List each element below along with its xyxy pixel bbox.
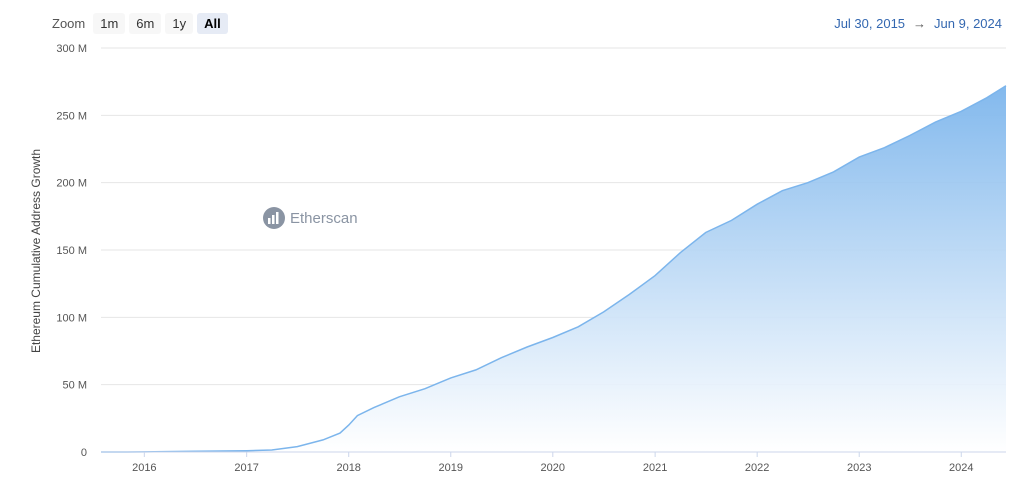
data-point[interactable]: [419, 383, 431, 395]
y-tick-label: 50 M: [63, 380, 87, 392]
y-tick-label: 250 M: [56, 110, 87, 122]
series-area-fill: [101, 85, 1006, 452]
series-line: [100, 85, 1007, 453]
x-tick-label: 2017: [234, 462, 258, 474]
date-range: Jul 30, 2015 → Jun 9, 2024: [834, 16, 1002, 31]
data-point[interactable]: [802, 177, 814, 189]
data-point[interactable]: [368, 402, 380, 414]
data-point[interactable]: [572, 321, 584, 333]
data-point[interactable]: [751, 198, 763, 210]
x-tick-label: 2019: [439, 462, 463, 474]
x-tick-label: 2018: [336, 462, 360, 474]
data-point[interactable]: [351, 410, 363, 422]
data-point[interactable]: [904, 130, 916, 142]
data-point[interactable]: [853, 151, 865, 163]
data-point[interactable]: [930, 116, 942, 128]
zoom-1y-button[interactable]: 1y: [165, 13, 194, 34]
range-to-input[interactable]: Jun 9, 2024: [934, 16, 1002, 31]
zoom-toolbar: Zoom 1m 6m 1y All: [52, 13, 228, 34]
x-tick-label: 2022: [745, 462, 769, 474]
x-tick-label: 2020: [541, 462, 565, 474]
zoom-all-button[interactable]: All: [197, 13, 228, 34]
data-point[interactable]: [343, 419, 355, 431]
zoom-label: Zoom: [52, 16, 86, 31]
data-point[interactable]: [623, 288, 635, 300]
data-point[interactable]: [674, 247, 686, 259]
x-tick-label: 2016: [132, 462, 156, 474]
data-point[interactable]: [470, 364, 482, 376]
data-point[interactable]: [649, 270, 661, 282]
y-tick-label: 200 M: [56, 178, 87, 190]
range-from-input[interactable]: Jul 30, 2015: [834, 16, 906, 31]
y-tick-label: 0: [81, 447, 87, 459]
data-point[interactable]: [291, 441, 303, 453]
data-point[interactable]: [828, 166, 840, 178]
data-point[interactable]: [521, 341, 533, 353]
data-point[interactable]: [266, 444, 278, 456]
x-tick-label: 2023: [847, 462, 871, 474]
data-point[interactable]: [547, 332, 559, 344]
data-point[interactable]: [189, 445, 201, 457]
range-arrow: →: [913, 16, 927, 31]
y-tick-label: 300 M: [56, 43, 87, 55]
data-point[interactable]: [317, 434, 329, 446]
watermark-text: Etherscan: [290, 210, 358, 227]
zoom-6m-button[interactable]: 6m: [129, 13, 162, 34]
x-tick-label: 2021: [643, 462, 667, 474]
data-point[interactable]: [700, 227, 712, 239]
axes: 0 50 M 100 M 150 M 200 M 250 M 300 M 2016 2017 20…: [56, 43, 1006, 474]
data-point[interactable]: [1000, 80, 1012, 92]
series-area: [100, 80, 1012, 457]
y-tick-label: 100 M: [56, 312, 87, 324]
y-axis-label: Ethereum Cumulative Address Growth: [29, 149, 43, 353]
data-point[interactable]: [776, 185, 788, 197]
zoom-1m-button[interactable]: 1m: [93, 13, 126, 34]
data-point[interactable]: [445, 372, 457, 384]
data-point[interactable]: [598, 306, 610, 318]
data-point[interactable]: [955, 105, 967, 117]
etherscan-watermark: Etherscan: [263, 207, 358, 229]
data-point[interactable]: [981, 92, 993, 104]
y-tick-label: 150 M: [56, 245, 87, 257]
data-point[interactable]: [726, 214, 738, 226]
x-tick-label: 2024: [949, 462, 973, 474]
data-point[interactable]: [878, 142, 890, 154]
data-point[interactable]: [495, 352, 507, 364]
data-point[interactable]: [393, 391, 405, 403]
